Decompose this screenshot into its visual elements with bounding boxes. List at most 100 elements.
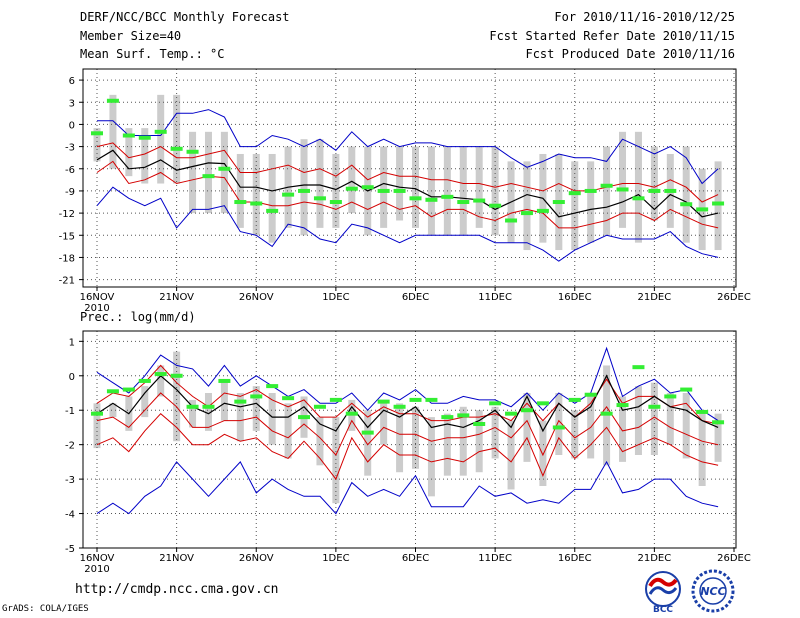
forecast-period: For 2010/11/16-2010/12/25 xyxy=(554,10,735,24)
temp-observed-5 xyxy=(170,146,183,151)
prec-observed-11 xyxy=(266,384,279,389)
prec-observed-16 xyxy=(345,411,358,416)
prec-observed-6 xyxy=(186,404,199,409)
prec-box-27 xyxy=(523,393,531,462)
temp-box-6 xyxy=(189,131,197,214)
temp-observed-31 xyxy=(584,188,597,193)
prec-ytick-label-5: -4 xyxy=(65,510,75,521)
chart-title: DERF/NCC/BCC Monthly Forecast xyxy=(80,10,290,24)
prec-observed-27 xyxy=(520,408,533,413)
temp-observed-37 xyxy=(680,202,693,207)
ncc-logo-text: NCC xyxy=(700,585,725,598)
prec-box-29 xyxy=(555,393,563,455)
prec-box-34 xyxy=(634,386,642,455)
prec-observed-0 xyxy=(91,411,103,416)
prec-xtick-label-4: 6DEC xyxy=(402,553,429,564)
temp-series-max xyxy=(97,109,719,185)
prec-observed-32 xyxy=(600,411,613,416)
temp-ytick-label-3: -3 xyxy=(65,143,75,154)
temp-ytick-label-9: -21 xyxy=(59,276,75,287)
temp-box-24 xyxy=(475,146,483,228)
prec-series-q1 xyxy=(96,392,719,457)
prec-variable-label: Prec.: log(mm/d) xyxy=(80,310,196,324)
temp-observed-24 xyxy=(473,198,486,203)
temp-observed-2 xyxy=(122,133,135,138)
temp-xtick-label-5: 11DEC xyxy=(478,292,512,303)
temp-observed-1 xyxy=(106,98,119,103)
temp-observed-0 xyxy=(91,131,103,136)
temp-box-10 xyxy=(252,153,260,236)
temp-xtick-label-1: 21NOV xyxy=(159,292,194,303)
temp-year-label: 2010 xyxy=(84,303,109,314)
prec-box-9 xyxy=(236,393,244,442)
prec-box-39 xyxy=(714,413,722,462)
prec-observed-33 xyxy=(616,403,629,408)
prec-observed-1 xyxy=(106,389,119,394)
temp-xtick-label-2: 26NOV xyxy=(239,292,274,303)
temp-observed-17 xyxy=(361,185,374,190)
prec-ytick-label-6: -5 xyxy=(65,544,75,555)
prec-observed-3 xyxy=(138,378,151,383)
prec-box-30 xyxy=(571,410,579,459)
prec-observed-2 xyxy=(122,387,135,392)
prec-box-37 xyxy=(682,393,690,459)
prec-observed-18 xyxy=(377,399,390,404)
temp-box-7 xyxy=(204,131,212,214)
prec-box-36 xyxy=(666,393,674,445)
prec-xtick-label-5: 11DEC xyxy=(478,553,512,564)
temp-observed-14 xyxy=(313,196,326,201)
prec-observed-20 xyxy=(409,397,422,402)
temp-box-1 xyxy=(109,94,117,169)
temp-ytick-label-4: -6 xyxy=(65,165,75,176)
prec-box-5 xyxy=(173,351,181,442)
temp-observed-23 xyxy=(457,200,470,205)
prec-series-median xyxy=(96,374,719,433)
member-size-label: Member Size=40 xyxy=(80,29,182,43)
prec-observed-15 xyxy=(329,397,342,402)
temp-ytick-label-6: -12 xyxy=(59,209,75,220)
prec-observed-10 xyxy=(250,394,263,399)
prec-observed-4 xyxy=(154,372,167,377)
prec-box-14 xyxy=(316,417,324,466)
prec-observed-31 xyxy=(584,392,597,397)
prec-ytick-label-1: 0 xyxy=(69,372,75,383)
prec-box-18 xyxy=(380,399,388,445)
prec-box-8 xyxy=(220,379,228,421)
prec-observed-28 xyxy=(536,401,549,406)
prec-series-q3 xyxy=(96,364,719,425)
prec-box-24 xyxy=(475,410,483,473)
temp-plot-frame xyxy=(82,68,737,288)
temp-xtick-label-4: 6DEC xyxy=(402,292,429,303)
temp-observed-16 xyxy=(345,186,358,191)
temp-observed-25 xyxy=(489,203,502,208)
prec-box-28 xyxy=(539,420,547,486)
temp-box-14 xyxy=(316,139,324,228)
temp-observed-32 xyxy=(600,183,613,188)
prec-observed-26 xyxy=(505,411,518,416)
temp-xtick-label-6: 16DEC xyxy=(558,292,592,303)
temp-observed-34 xyxy=(632,196,645,201)
prec-observed-37 xyxy=(680,387,693,392)
prec-observed-39 xyxy=(712,420,725,425)
temp-box-4 xyxy=(157,94,165,184)
temp-box-11 xyxy=(268,153,276,243)
prec-series-max xyxy=(96,346,719,422)
prec-observed-25 xyxy=(489,401,502,406)
temp-observed-35 xyxy=(648,188,661,193)
temp-box-35 xyxy=(650,146,658,221)
temp-observed-30 xyxy=(568,191,581,196)
temp-box-31 xyxy=(587,161,595,243)
prec-observed-29 xyxy=(552,425,565,430)
temp-xtick-label-7: 21DEC xyxy=(638,292,672,303)
prec-xtick-label-0: 16NOV xyxy=(80,553,115,564)
prec-xtick-label-3: 1DEC xyxy=(322,553,349,564)
prec-observed-7 xyxy=(202,404,215,409)
source-url[interactable]: http://cmdp.ncc.cma.gov.cn xyxy=(75,582,279,597)
temp-series-median xyxy=(96,149,719,218)
prec-box-19 xyxy=(396,403,404,473)
temp-observed-38 xyxy=(696,207,709,212)
temp-box-32 xyxy=(603,146,611,236)
temp-observed-39 xyxy=(712,201,725,206)
prec-xtick-label-1: 21NOV xyxy=(159,553,194,564)
prec-observed-17 xyxy=(361,430,374,435)
